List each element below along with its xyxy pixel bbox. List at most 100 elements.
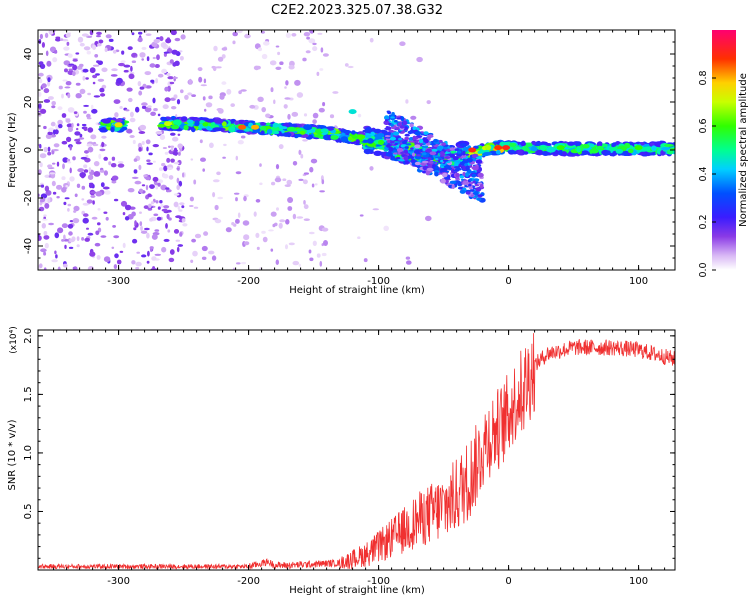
heatmap-streak-cell — [410, 147, 414, 150]
heatmap-speckle — [216, 171, 221, 176]
heatmap-speckle — [63, 46, 70, 51]
heatmap-streak-cell — [402, 140, 407, 145]
x-tick-label: -100 — [367, 576, 390, 587]
heatmap-speckle — [57, 119, 63, 125]
heatmap-speckle — [147, 193, 152, 197]
heatmap-speckle — [359, 214, 364, 217]
heatmap-speckle — [133, 227, 137, 231]
heatmap-streak-cell — [462, 180, 469, 186]
heatmap-speckle — [83, 169, 89, 173]
heatmap-speckle — [52, 162, 56, 165]
heatmap-speckle — [76, 123, 80, 127]
heatmap-speckle — [369, 166, 374, 171]
heatmap-speckle — [303, 32, 311, 37]
heatmap-speckle — [79, 133, 83, 138]
heatmap-speckle — [103, 256, 111, 263]
y-tick-label: 0 — [23, 147, 34, 153]
heatmap-speckle — [63, 201, 67, 206]
heatmap-speckle — [138, 31, 143, 35]
heatmap-speckle — [81, 237, 85, 241]
heatmap-speckle — [172, 62, 177, 67]
heatmap-speckle — [202, 168, 205, 172]
heatmap-speckle — [97, 43, 102, 47]
heatmap-speckle — [140, 225, 143, 231]
heatmap-streak-cell — [394, 143, 399, 145]
heatmap-speckle — [47, 197, 51, 204]
heatmap-ridge-cell — [515, 146, 522, 150]
heatmap-speckle — [92, 200, 95, 205]
heatmap-speckle — [39, 144, 42, 149]
heatmap-streak-cell — [412, 135, 417, 141]
heatmap-speckle — [129, 111, 134, 118]
heatmap-streak-cell — [433, 138, 439, 143]
heatmap-speckle — [65, 118, 71, 123]
heatmap-speckle — [319, 68, 324, 71]
heatmap-speckle — [69, 176, 75, 182]
heatmap-speckle — [275, 66, 282, 71]
heatmap-ridge-cell — [562, 151, 567, 157]
heatmap-speckle — [44, 185, 50, 192]
heatmap-streak-cell — [423, 145, 429, 149]
heatmap-speckle — [170, 158, 175, 163]
heatmap-speckle — [73, 210, 77, 213]
heatmap-speckle — [75, 93, 82, 99]
heatmap-speckle — [117, 163, 125, 168]
heatmap-ridge-cell — [99, 127, 107, 133]
heatmap-speckle — [83, 164, 88, 169]
heatmap-speckle — [275, 259, 279, 266]
heatmap-speckle — [110, 163, 117, 168]
heatmap-speckle — [302, 57, 307, 62]
heatmap-speckle — [76, 127, 79, 131]
heatmap-speckle — [275, 45, 280, 48]
heatmap-speckle — [141, 141, 145, 145]
heatmap-speckle — [125, 109, 130, 112]
heatmap-speckle — [117, 161, 124, 164]
heatmap-speckle — [405, 99, 409, 104]
heatmap-streak-cell — [472, 165, 479, 171]
heatmap-ridge-cell — [110, 126, 115, 133]
heatmap-speckle — [137, 81, 142, 87]
heatmap-speckle — [86, 117, 92, 120]
heatmap-speckle — [383, 225, 390, 231]
heatmap-speckle — [271, 181, 276, 186]
heatmap-ridge-cell — [351, 135, 358, 139]
heatmap-speckle — [177, 244, 184, 247]
heatmap-speckle — [322, 102, 326, 107]
heatmap-ridge-cell — [236, 129, 245, 133]
heatmap-speckle — [57, 266, 61, 270]
heatmap-speckle — [176, 99, 181, 105]
heatmap-speckle — [52, 191, 57, 195]
heatmap-speckle — [357, 236, 361, 239]
heatmap-speckle — [253, 211, 257, 217]
heatmap-speckle — [155, 200, 159, 204]
heatmap-ridge-cell — [531, 140, 537, 145]
heatmap-speckle — [135, 106, 140, 113]
heatmap-streak-cell — [407, 130, 413, 135]
heatmap-streak-cell — [451, 168, 455, 174]
heatmap-speckle — [98, 153, 102, 160]
heatmap-speckle — [161, 208, 168, 212]
heatmap-speckle — [204, 108, 207, 112]
snr-x-axis-label: Height of straight line (km) — [289, 585, 425, 596]
heatmap-speckle — [39, 33, 44, 40]
heatmap-ridge-cell — [320, 128, 329, 133]
heatmap-speckle — [97, 208, 101, 211]
heatmap-speckle — [103, 156, 108, 161]
heatmap-speckle — [55, 254, 58, 259]
x-tick-label: -300 — [107, 576, 130, 587]
heatmap-speckle — [211, 255, 217, 261]
heatmap-speckle — [162, 104, 169, 110]
heatmap-speckle — [57, 227, 64, 234]
heatmap-speckle — [171, 49, 178, 55]
colorbar-ticks: 0.0 0.2 0.4 0.6 0.8 — [698, 70, 716, 278]
heatmap-streak-cell — [414, 131, 422, 136]
heatmap-speckle — [284, 184, 291, 188]
heatmap-speckle — [40, 193, 48, 199]
heatmap-streak-cell — [458, 183, 463, 187]
heatmap-streak-cell — [452, 156, 459, 161]
heatmap-speckle — [121, 50, 125, 55]
heatmap-speckle — [147, 207, 153, 211]
heatmap-speckle — [54, 250, 57, 255]
heatmap-speckle — [273, 99, 276, 105]
heatmap-speckle — [212, 66, 217, 72]
